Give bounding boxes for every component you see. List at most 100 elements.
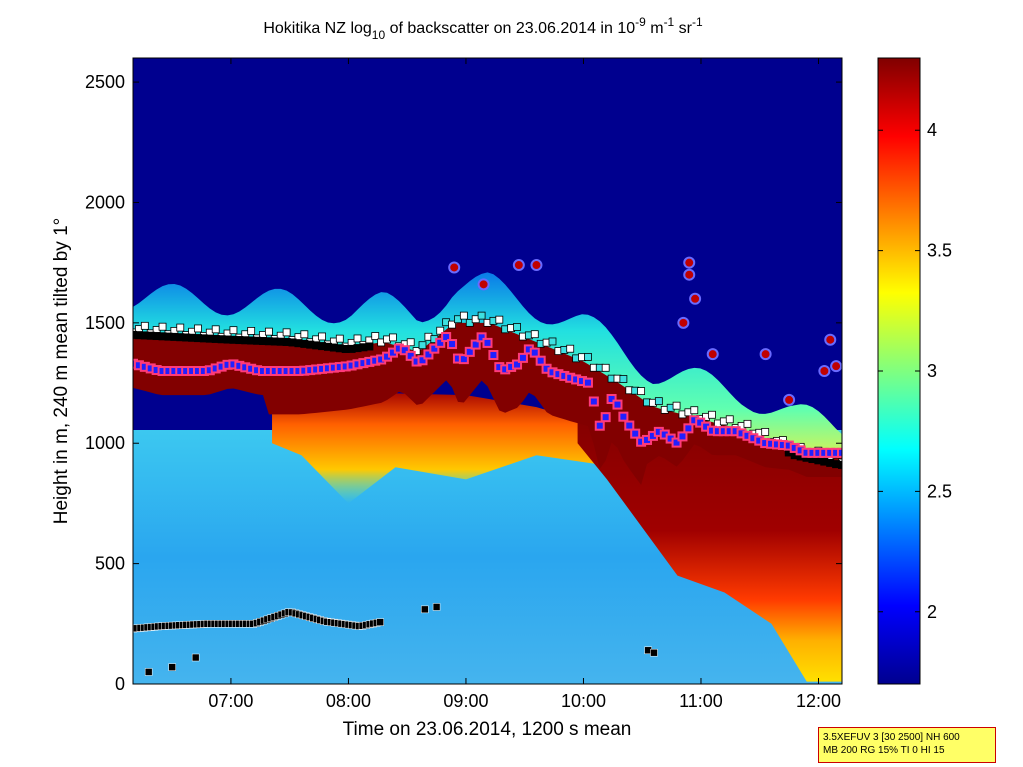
lower-black-marker — [432, 603, 441, 611]
layer-top-marker — [176, 323, 185, 332]
layer-top-marker — [264, 327, 273, 336]
red-circle-marker — [689, 292, 702, 305]
cloud-base-marker — [594, 420, 605, 431]
colorbar-tick-label: 3 — [927, 361, 937, 381]
x-tick-label: 12:00 — [796, 691, 841, 711]
red-circle-marker — [512, 259, 525, 272]
boundary-layer-marker — [376, 618, 384, 626]
layer-top-marker — [448, 320, 456, 329]
info-line-2: MB 200 RG 15% TI 0 HI 15 — [823, 745, 945, 756]
x-tick-label: 09:00 — [443, 691, 488, 711]
layer-top-marker — [371, 332, 380, 340]
layer-top-marker — [459, 311, 468, 320]
colorbar-tick-label: 4 — [927, 120, 937, 140]
red-circle-marker — [477, 278, 490, 291]
layer-top-marker — [211, 325, 220, 334]
cloud-base-marker — [470, 339, 481, 350]
cloud-base-marker — [417, 355, 428, 366]
layer-top-marker — [282, 328, 291, 337]
red-circle-marker — [530, 259, 543, 272]
layer-top-marker — [584, 352, 592, 361]
layer-top-marker — [708, 410, 716, 419]
layer-top-marker — [158, 322, 167, 331]
lower-black-marker — [144, 668, 153, 676]
plot-area — [133, 58, 842, 684]
red-circle-marker — [677, 316, 690, 329]
layer-top-marker — [619, 375, 628, 383]
colorbar-tick-label: 3.5 — [927, 241, 952, 261]
saturated-layer — [133, 322, 842, 486]
x-tick-label: 07:00 — [208, 691, 253, 711]
red-circle-marker — [683, 268, 696, 281]
colorbar-tick-label: 2.5 — [927, 481, 952, 501]
lower-black-marker — [168, 663, 176, 671]
cloud-base-marker — [423, 349, 434, 360]
layer-top-marker — [477, 311, 486, 320]
y-tick-label: 1500 — [85, 313, 125, 333]
layer-top-marker — [247, 326, 256, 335]
cloud-base-marker — [476, 332, 487, 343]
y-tick-label: 500 — [95, 554, 125, 574]
y-axis: 0 500 1000 1500 2000 2500 — [85, 72, 842, 694]
red-circle-marker — [818, 365, 831, 377]
layer-top-marker — [300, 330, 309, 339]
x-tick-label: 11:00 — [679, 691, 723, 711]
red-circle-marker — [683, 256, 696, 269]
cloud-base-marker — [535, 355, 546, 366]
cloud-base-marker — [529, 347, 540, 358]
cloud-base-marker — [429, 343, 440, 354]
cloud-base-marker — [464, 346, 475, 357]
cloud-base-marker — [837, 447, 842, 458]
layer-top-marker — [672, 401, 681, 410]
cloud-base-marker — [405, 350, 416, 361]
red-circle-marker — [448, 261, 461, 274]
cloud-base-marker — [618, 411, 629, 422]
layer-top-marker — [353, 334, 362, 343]
colorbar-ticks: 2 2.5 3 3.5 4 — [878, 120, 952, 622]
y-tick-label: 2000 — [85, 192, 125, 212]
colorbar — [877, 57, 921, 685]
red-circle-marker — [759, 348, 772, 361]
red-circle-marker — [824, 333, 837, 346]
cloud-base-marker — [458, 354, 469, 365]
chart-title: Hokitika NZ log10 of backscatter on 23.0… — [263, 15, 703, 42]
cloud-base-marker — [677, 431, 688, 442]
x-axis-label: Time on 23.06.2014, 1200 s mean — [343, 719, 632, 740]
red-circle-marker — [783, 393, 796, 406]
cloud-base-marker — [683, 423, 694, 434]
layer-top-marker — [389, 333, 397, 342]
cloud-base-marker — [624, 420, 635, 431]
layer-top-marker — [418, 341, 427, 350]
red-circle-marker — [830, 360, 842, 373]
red-circle-marker — [706, 348, 719, 361]
plot-frame — [132, 57, 843, 685]
layer-top-marker — [530, 330, 539, 339]
layer-top-marker — [335, 334, 344, 343]
cloud-base-marker — [517, 352, 528, 363]
cloud-base-marker — [606, 393, 617, 404]
y-tick-label: 0 — [115, 674, 125, 694]
layer-top-marker — [318, 332, 326, 341]
x-axis: 07:00 08:00 09:00 10:00 11:00 12:00 — [208, 58, 841, 711]
lower-black-marker — [421, 605, 429, 614]
fall-streaks — [272, 390, 619, 504]
cloud-base-marker — [630, 428, 641, 439]
cloud-base-marker — [671, 437, 682, 448]
layer-top-marker — [495, 315, 504, 324]
field-layers — [133, 272, 842, 682]
x-tick-label: 08:00 — [326, 691, 371, 711]
cloud-base-marker — [600, 412, 611, 423]
y-tick-label: 2500 — [85, 72, 125, 92]
layer-top-marker — [761, 427, 770, 436]
cloud-base-marker — [612, 399, 623, 410]
cloud-base-marker — [482, 337, 493, 348]
layer-black-marker — [365, 342, 374, 351]
layer-top-marker — [229, 326, 238, 335]
layer-top-marker — [743, 419, 752, 428]
y-axis-label: Height in m, 240 m mean tilted by 1° — [51, 218, 72, 524]
cloud-base-marker — [399, 345, 410, 356]
layer-top-marker — [654, 397, 663, 406]
layer-top-marker — [140, 321, 149, 330]
info-line-1: 3.5XEFUV 3 [30 2500] NH 600 — [823, 732, 960, 743]
